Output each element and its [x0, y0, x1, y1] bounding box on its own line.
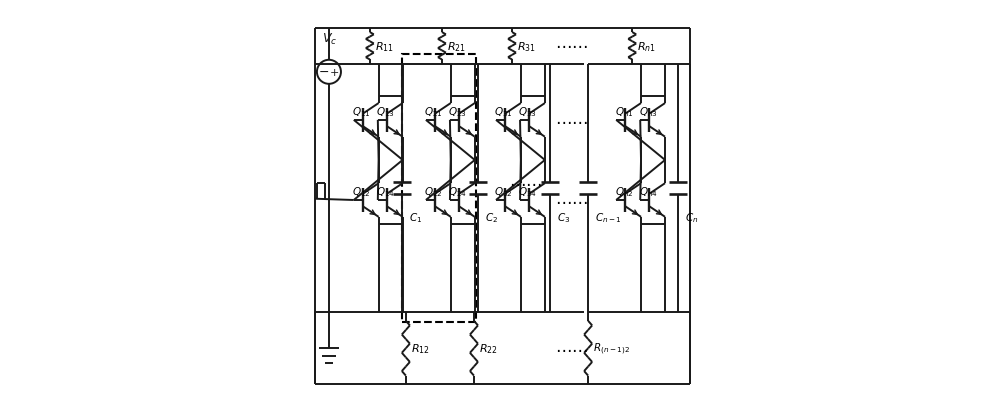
- Text: $\cdots\cdots$: $\cdots\cdots$: [555, 192, 589, 209]
- Text: $R_{11}$: $R_{11}$: [375, 40, 394, 53]
- Text: $Q_{11}$: $Q_{11}$: [352, 105, 371, 119]
- Text: $Q_{n3}$: $Q_{n3}$: [639, 105, 657, 119]
- Text: $Q_{31}$: $Q_{31}$: [494, 105, 513, 119]
- Text: −: −: [318, 66, 329, 79]
- Text: $C_n$: $C_n$: [685, 211, 699, 224]
- Text: $Q_{n2}$: $Q_{n2}$: [615, 185, 633, 199]
- Text: $R_{31}$: $R_{31}$: [517, 40, 536, 53]
- Bar: [402, 55, 476, 322]
- Text: $Q_{24}$: $Q_{24}$: [448, 185, 467, 199]
- Text: $V_c$: $V_c$: [322, 32, 337, 47]
- Text: $R_{n1}$: $R_{n1}$: [637, 40, 656, 53]
- Text: $Q_{34}$: $Q_{34}$: [518, 185, 537, 199]
- Text: $Q_{14}$: $Q_{14}$: [376, 185, 395, 199]
- Text: $\cdots\cdots$: $\cdots\cdots$: [555, 111, 589, 130]
- Text: $\cdots\cdots$: $\cdots\cdots$: [555, 36, 589, 54]
- Text: $C_2$: $C_2$: [485, 211, 498, 224]
- Text: $Q_{n4}$: $Q_{n4}$: [639, 185, 658, 199]
- Text: $\cdots\cdots$: $\cdots\cdots$: [509, 174, 543, 192]
- Text: $R_{22}$: $R_{22}$: [479, 342, 498, 355]
- Text: $R_{21}$: $R_{21}$: [447, 40, 466, 53]
- Text: $Q_{21}$: $Q_{21}$: [424, 105, 443, 119]
- Text: $Q_{13}$: $Q_{13}$: [376, 105, 395, 119]
- Text: $Q_{23}$: $Q_{23}$: [448, 105, 467, 119]
- Text: $Q_{12}$: $Q_{12}$: [352, 185, 371, 199]
- Text: $\cdots\cdots$: $\cdots\cdots$: [555, 339, 589, 357]
- Text: $R_{(n-1)2}$: $R_{(n-1)2}$: [593, 341, 630, 356]
- Text: $Q_{22}$: $Q_{22}$: [424, 185, 443, 199]
- Text: $Q_{n1}$: $Q_{n1}$: [615, 105, 633, 119]
- Text: $Q_{32}$: $Q_{32}$: [494, 185, 513, 199]
- Text: +: +: [329, 68, 339, 78]
- Text: $C_{n-1}$: $C_{n-1}$: [595, 211, 622, 224]
- Text: $R_{12}$: $R_{12}$: [411, 342, 429, 355]
- Text: $C_3$: $C_3$: [557, 211, 571, 224]
- Text: $Q_{33}$: $Q_{33}$: [518, 105, 537, 119]
- Text: $C_1$: $C_1$: [409, 211, 422, 224]
